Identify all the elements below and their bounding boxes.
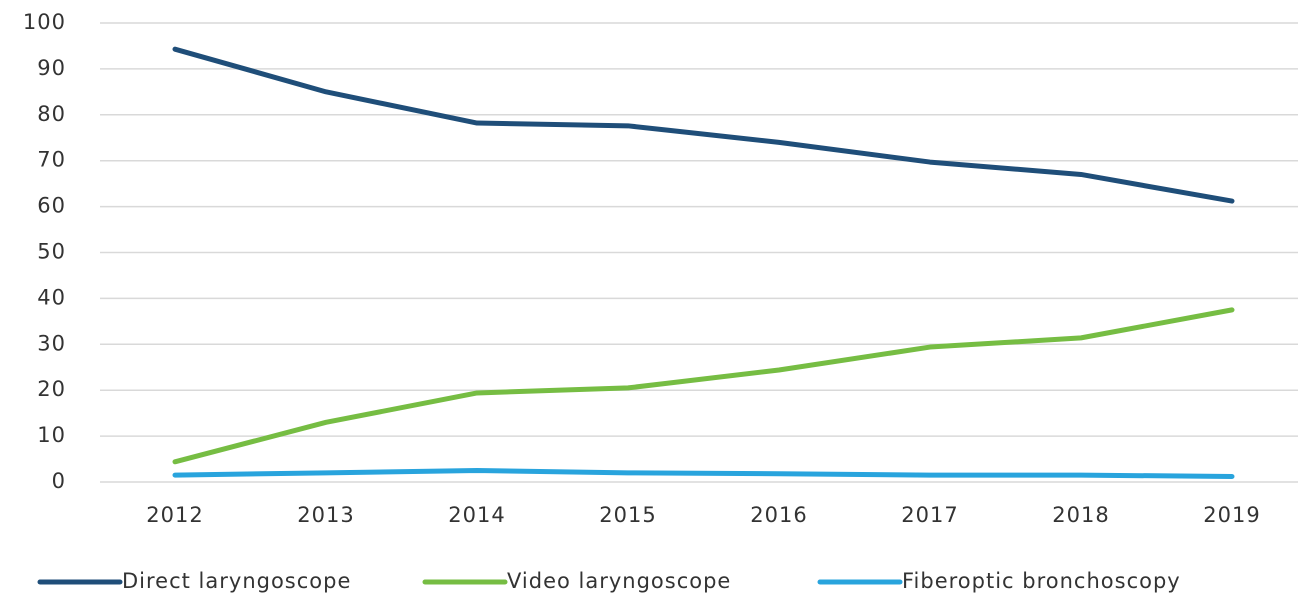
legend-label: Video laryngoscope (507, 569, 731, 593)
y-tick-label: 80 (37, 102, 66, 126)
x-tick-label: 2014 (448, 503, 505, 527)
x-tick-label: 2017 (901, 503, 958, 527)
legend-label: Fiberoptic bronchoscopy (902, 569, 1181, 593)
y-tick-label: 50 (37, 240, 66, 264)
y-tick-label: 0 (52, 469, 66, 493)
y-tick-label: 60 (37, 194, 66, 218)
x-tick-label: 2016 (750, 503, 807, 527)
x-tick-label: 2015 (599, 503, 656, 527)
x-tick-label: 2019 (1203, 503, 1260, 527)
y-tick-label: 10 (37, 423, 66, 447)
y-tick-label: 40 (37, 285, 66, 309)
y-tick-label: 100 (23, 10, 66, 34)
x-tick-label: 2013 (297, 503, 354, 527)
series-line (172, 46, 1235, 204)
y-tick-label: 90 (37, 56, 66, 80)
y-tick-label: 20 (37, 377, 66, 401)
y-tick-label: 70 (37, 148, 66, 172)
legend-label: Direct laryngoscope (122, 569, 351, 593)
x-tick-label: 2012 (146, 503, 203, 527)
series-line (172, 468, 1235, 479)
series-line (172, 307, 1235, 465)
x-tick-label: 2018 (1052, 503, 1109, 527)
y-tick-label: 30 (37, 331, 66, 355)
